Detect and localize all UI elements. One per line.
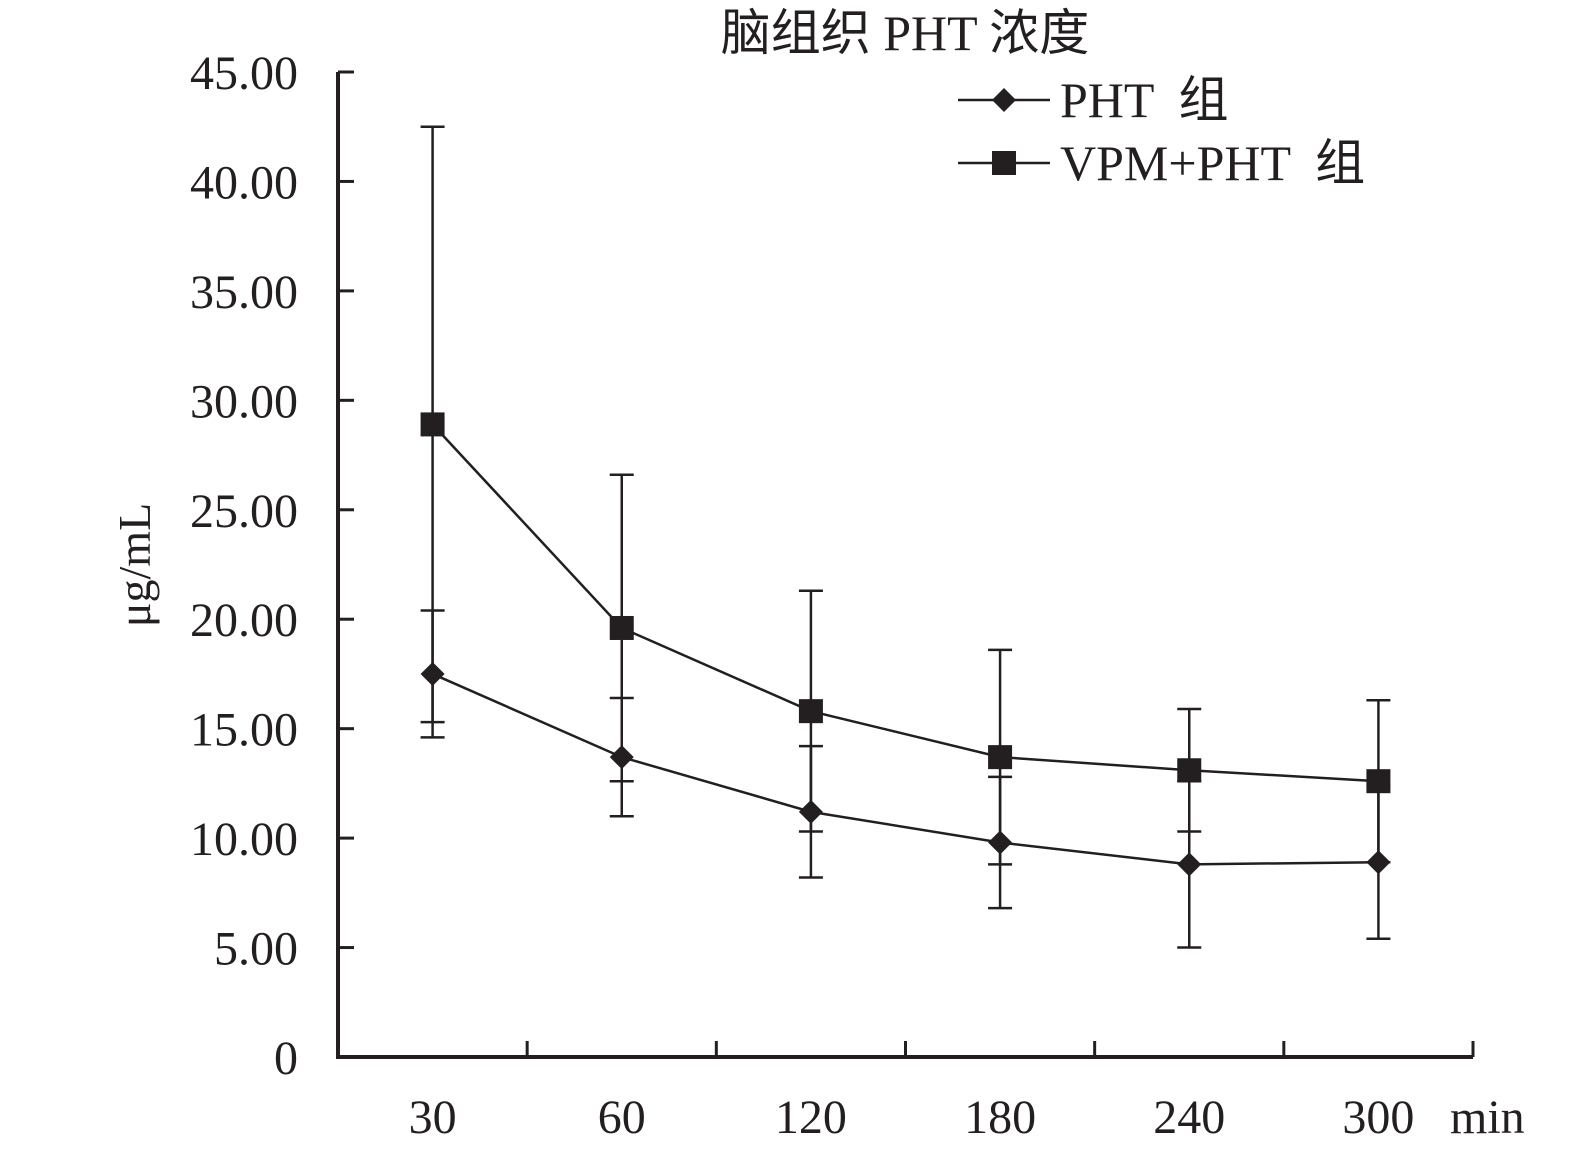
y-tick-label: 0 (274, 1032, 298, 1085)
legend-marker (992, 88, 1016, 112)
x-tick-label: 60 (598, 1091, 646, 1144)
data-point (1366, 769, 1391, 794)
x-tick-label: 300 (1342, 1091, 1414, 1144)
x-tick-label: 240 (1153, 1091, 1225, 1144)
series-line (431, 423, 1379, 783)
data-point (1177, 852, 1202, 877)
x-tick-label: 120 (775, 1091, 847, 1144)
y-tick-label: 25.00 (190, 485, 298, 538)
x-tick-label: 30 (409, 1091, 457, 1144)
y-tick-label: 30.00 (190, 375, 298, 428)
series-layer (420, 125, 1391, 949)
legend-item-1: PHT 组 (958, 72, 1229, 128)
data-point (1177, 758, 1202, 783)
x-axis-unit: min (1450, 1091, 1525, 1144)
axes: 0 5.00 10.00 15.00 20.00 25.00 30.00 35.00 40.00… (190, 47, 1475, 1144)
legend-label: PHT 组 (1060, 72, 1229, 128)
data-point (988, 745, 1013, 770)
y-tick-label: 10.00 (190, 813, 298, 866)
series-2 (420, 125, 1391, 866)
y-tick-label: 35.00 (190, 266, 298, 319)
y-tick-label: 15.00 (190, 704, 298, 757)
data-point (420, 412, 445, 437)
data-point (609, 615, 634, 640)
y-tick-label: 20.00 (190, 594, 298, 647)
y-tick-label: 45.00 (190, 47, 298, 100)
x-tick-label: 180 (964, 1091, 1036, 1144)
legend: PHT 组 VPM+PHT 组 (958, 72, 1365, 191)
y-tick-label: 5.00 (214, 923, 298, 976)
legend-label: VPM+PHT 组 (1060, 135, 1365, 191)
y-axis-label: μg/mL (109, 503, 160, 627)
legend-marker (992, 151, 1016, 175)
series-1 (420, 609, 1391, 949)
legend-item-2: VPM+PHT 组 (958, 135, 1365, 191)
y-tick-label: 40.00 (190, 156, 298, 209)
data-point (798, 699, 823, 724)
chart-title: 脑组织 PHT 浓度 (721, 5, 1090, 61)
series-line (432, 672, 1379, 866)
